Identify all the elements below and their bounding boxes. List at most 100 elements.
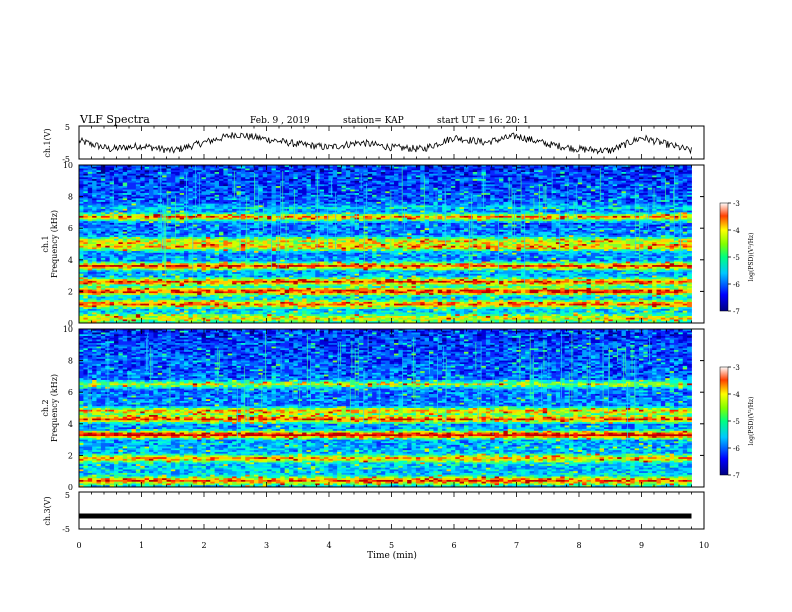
ch1-spectrogram-cell (625, 180, 631, 183)
ch1-spectrogram-cell (227, 170, 233, 173)
ch1-spectrogram-cell (153, 187, 159, 190)
ch1-spectrogram-cell (503, 187, 509, 190)
ch1-spectrogram-cell (503, 191, 509, 194)
ch1-spectrogram-cell (289, 186, 294, 189)
ch1-spectrogram-cell (455, 186, 461, 189)
ch1-spectrogram-cell (555, 182, 561, 185)
ch1-spectrogram-cell (223, 166, 229, 169)
ch1-spectrogram-cell (254, 165, 259, 168)
ch1-spectrogram-cell (87, 177, 93, 180)
ch1-spectrogram-cell (450, 182, 456, 185)
ch1-spectrogram-cell (560, 170, 566, 173)
ch1-spectrogram-cell (639, 179, 644, 182)
ch1-spectrogram-cell (135, 177, 141, 180)
ch1-spectrogram-cell (293, 172, 299, 175)
ch1-spectrogram-cell (293, 180, 299, 183)
ch1-spectrogram-cell (407, 189, 412, 192)
ch1-spectrogram-cell (341, 191, 347, 194)
ch1-spectrogram-cell (494, 189, 500, 192)
ch1-spectrogram-cell (582, 175, 587, 178)
ch1-spectrogram-cell (538, 180, 544, 183)
ch1-spectrogram-cell (302, 175, 307, 178)
ch1-spectrogram-cell (122, 182, 128, 185)
ch1-spectrogram-cell (464, 172, 469, 175)
ch1-spectrogram-cell (647, 177, 653, 180)
ch1-spectrogram-cell (516, 165, 522, 168)
ch1-spectrogram-cell (429, 186, 434, 189)
ch1-spectrogram-cell (275, 165, 281, 168)
ch1-spectrogram-cell (271, 184, 277, 187)
ch1-spectrogram-cell (617, 168, 622, 171)
ch1-spectrogram-cell (621, 186, 627, 189)
ch1-spectrogram-cell (687, 189, 692, 192)
ch1-spectrogram-cell (153, 184, 159, 187)
ch1-spectrogram-cell (385, 175, 391, 178)
ch1-spectrogram-cell (472, 172, 478, 175)
ch1-spectrogram-cell (367, 172, 373, 175)
ch1-spectrogram-cell (297, 179, 303, 182)
ch1-spectrogram-cell (582, 189, 587, 192)
ch1-spectrogram-cell (459, 186, 465, 189)
ch1-spectrogram-cell (625, 187, 631, 190)
ch1-spectrogram-cell (267, 177, 272, 180)
ch1-spectrogram-cell (555, 170, 561, 173)
ch1-spectrogram-cell (179, 189, 185, 192)
ch1-spectrogram-cell (297, 173, 303, 176)
ch1-spectrogram-cell (223, 191, 229, 194)
ch1-spectrogram-cell (472, 191, 478, 194)
ch1-spectrogram-cell (153, 179, 159, 182)
ch1-spectrogram-cell (599, 180, 605, 183)
ch1-spectrogram-cell (354, 165, 360, 168)
ch1-spectrogram-cell (223, 179, 229, 182)
ch1-spectrogram-cell (275, 189, 281, 192)
ch1-spectrogram-cell (459, 179, 465, 182)
ch1-spectrogram-cell (179, 168, 185, 171)
ch1-waveform-ylabel: ch.1(V) (43, 128, 52, 157)
ch1-spectrogram-cell (170, 184, 176, 187)
ch1-spectrogram-cell (512, 165, 517, 168)
ch1-spectrogram-cell (455, 170, 461, 173)
ch1-spectrogram-cell (319, 170, 325, 173)
ch1-spectrogram-cell (577, 191, 583, 194)
ch1-spectrogram-cell (682, 173, 688, 176)
ch1-spectrogram-cell (297, 187, 303, 190)
ch1-spectrogram-cell (634, 177, 640, 180)
ch1-spectrogram-cell (682, 187, 688, 190)
ch1-spectrogram-cell (512, 170, 517, 173)
ch1-spectrogram-cell (79, 193, 84, 196)
ch1-spectrogram-cell (547, 180, 552, 183)
ch1-spectrogram-cell (494, 165, 500, 168)
ch1-spectrogram-cell (551, 170, 557, 173)
ch1-spectrogram-cell (525, 175, 531, 178)
ch1-spectrogram-cell (459, 180, 465, 183)
ch1-spectrogram-cell (380, 172, 386, 175)
ch1-spectrogram-cell (564, 177, 570, 180)
ch1-spectrogram-cell (223, 189, 229, 192)
ch1-spectrogram-cell (446, 180, 452, 183)
ch1-spectrogram-cell (271, 170, 277, 173)
ch1-spectrogram-cell (555, 186, 561, 189)
ch1-spectrogram-cell (306, 175, 312, 178)
ch1-spectrogram-cell (337, 189, 342, 192)
ch1-spectrogram-cell (337, 177, 342, 180)
ch1-spectrogram-cell (380, 189, 386, 192)
ch1-spectrogram-cell (652, 166, 657, 169)
ch1-spectrogram-cell (415, 189, 421, 192)
ch1-spectrogram-cell (394, 179, 399, 182)
ch1-spectrogram-cell (450, 186, 456, 189)
ch1-spectrogram-cell (302, 184, 307, 187)
ch1-spectrogram-cell (551, 168, 557, 171)
ch1-spectrogram-cell (153, 170, 159, 173)
ch1-spectrogram-cell (398, 187, 404, 190)
ch1-spectrogram-cell (450, 187, 456, 190)
ch1-spectrogram-cell (612, 187, 618, 190)
ch1-spectrogram-cell (363, 180, 369, 183)
ch1-spectrogram-cell (166, 165, 172, 168)
ch1-spectrogram-cell (464, 187, 469, 190)
ch1-spectrogram-cell (617, 186, 622, 189)
ch1-spectrogram-cell (350, 175, 356, 178)
ch1-spectrogram-cell (590, 165, 596, 168)
ch1-spectrogram-cell (127, 168, 132, 171)
ch1-spectrogram-cell (547, 172, 552, 175)
ch1-spectrogram-cell (245, 172, 251, 175)
